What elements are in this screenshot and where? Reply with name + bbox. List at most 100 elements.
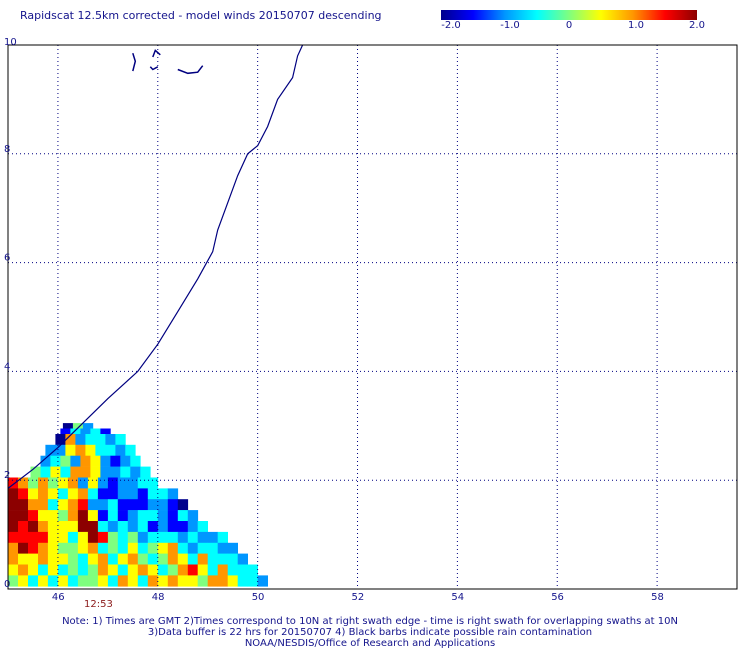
swath-cell [227,575,238,587]
swath-cell [47,477,59,489]
swath-cell [147,542,159,554]
swath-cell [87,575,99,587]
swath-cell [47,531,59,544]
swath-cell [117,564,129,576]
swath-cell [38,531,49,544]
swath-cell [70,466,81,478]
swath-cell [18,575,29,587]
swath-cell [137,488,149,500]
swath-cell [107,488,119,500]
colorbar [441,10,697,20]
lat-tick-label: 10 [4,37,17,48]
swath-cell [237,553,248,565]
swath-cell [77,510,89,522]
swath-cell [28,575,39,587]
swath-cell [157,542,169,554]
swath-cell [120,466,131,478]
swath-cell [127,542,139,554]
swath-cell [177,542,189,554]
swath-cell [87,531,99,544]
swath-cell [67,575,79,587]
swath-time-label: 12:53 [84,599,113,610]
swath-cell [137,521,149,533]
swath-cell [18,553,29,565]
swath-cell [100,455,111,467]
swath-cell [55,444,66,456]
swath-cell [120,455,131,467]
swath-cell [38,564,49,576]
swath-cell [117,553,129,565]
swath-cell [67,564,79,576]
swath-cell [227,542,238,554]
lon-tick-label: 56 [551,592,564,600]
swath-cell [130,466,141,478]
swath-cell [47,499,59,511]
swath-cell [117,477,129,489]
swath-cell [167,510,179,522]
swath-cell [147,553,159,565]
swath-cell [60,455,71,467]
swath-cell [167,531,179,544]
swath-cell [67,521,79,533]
swath-cell [217,564,228,576]
lat-tick-label: 2 [4,470,10,481]
swath-cell [187,531,199,544]
swath-cell [197,542,208,554]
swath-cell [237,575,248,587]
swath-cell [65,434,76,446]
swath-cell [197,553,208,565]
swath-cell [207,553,218,565]
swath-cell [157,510,169,522]
swath-cell [207,564,218,576]
swath-cell [177,531,189,544]
swath-cell [127,477,139,489]
lon-tick-label: 46 [52,592,65,600]
swath-cell [85,434,96,446]
swath-cell [117,531,129,544]
swath-cell [38,521,49,533]
swath-cell [47,542,59,554]
swath-cell [117,488,129,500]
swath-cell [28,499,39,511]
swath-cell [147,564,159,576]
swath-cell [77,542,89,554]
swath-cell [97,531,109,544]
swath-cell [57,564,69,576]
swath-cell [18,499,29,511]
swath-cell [217,542,228,554]
swath-cell [127,510,139,522]
swath-cell [28,510,39,522]
swath-cell [187,564,199,576]
swath-cell [67,553,79,565]
swath-cell [137,477,149,489]
swath-cell [167,521,179,533]
swath-cell [107,575,119,587]
swath-cell [30,466,41,478]
swath-cell [117,510,129,522]
swath-cell [177,510,189,522]
swath-cell [107,553,119,565]
swath-cell [70,455,81,467]
swath-cell [28,521,39,533]
swath-cell [97,510,109,522]
swath-cell [18,564,29,576]
swath-cell [107,521,119,533]
swath-cell [140,466,151,478]
swath-cell [187,553,199,565]
swath-cell [197,531,208,544]
swath-cell [87,477,99,489]
swath-cell [137,499,149,511]
swath-cell [130,455,141,467]
swath-cell [107,499,119,511]
swath-cell [107,564,119,576]
swath-cell [117,499,129,511]
swath-cell [57,542,69,554]
colorbar-tick-label: -1.0 [500,20,520,31]
swath-cell [105,444,116,456]
swath-cell [57,510,69,522]
swath-cell [80,455,91,467]
swath-cell [127,531,139,544]
swath-cell [227,553,238,565]
